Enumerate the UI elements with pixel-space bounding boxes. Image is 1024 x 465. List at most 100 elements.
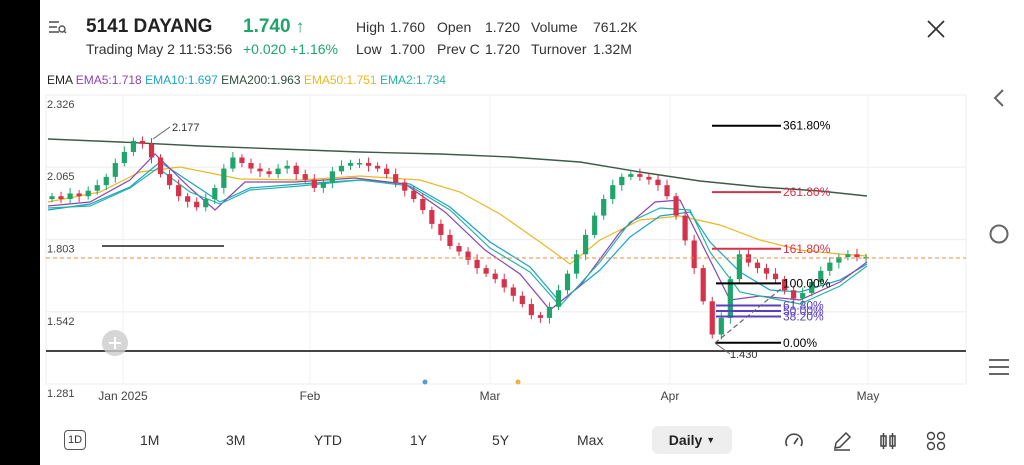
candle-body [510,287,516,296]
ema5-line [47,153,868,311]
candle-body [655,179,661,186]
trading-status: Trading May 2 11:53:56 [86,41,232,57]
menu-icon[interactable] [46,16,68,38]
candle-body [311,179,317,188]
candle-body [827,262,833,271]
candle-body [302,174,308,180]
candle-body [76,193,82,197]
fib-level-label: 61.80% [783,298,824,312]
candle-body [637,174,643,177]
x-tick-label: Feb [300,389,321,403]
interval-dropdown[interactable]: Daily ▼ [652,426,732,454]
fib-trend-line [714,287,783,344]
candle-body [365,163,372,166]
timestamp: May 2 11:53:56 [136,41,233,57]
tab-1d[interactable]: 1D [64,430,86,450]
gauge-icon[interactable] [783,430,805,452]
candle-body [754,262,761,269]
candle-body [49,196,55,199]
candle-body [429,210,435,224]
candle-body [664,185,670,197]
candle-body [736,254,742,280]
candle-body [818,270,824,282]
candle-body [94,185,100,191]
timeframe-bar: 1D 1M 3M YTD 1Y 5Y Max Daily ▼ [40,420,974,460]
candle-body [537,315,543,318]
low-label: 1.430 [730,349,758,361]
candle-body [185,196,191,202]
candle-body [564,273,571,291]
stat-open-label: Open [437,19,472,35]
stat-turnover-label: Turnover [531,41,587,57]
candle-body [166,174,173,186]
candle-body [157,157,164,175]
close-icon[interactable] [924,17,948,41]
candle-body [248,163,254,169]
event-dot[interactable] [515,379,521,385]
stat-high-value: 1.760 [390,19,426,35]
x-tick-label: May [857,389,880,403]
price-value: 1.740 [243,16,291,37]
candle-body [800,293,806,299]
candle-body [465,251,471,260]
add-drawing-button[interactable] [102,330,128,356]
candle-body [139,140,146,144]
candle-body [148,143,155,158]
ema2-line [47,167,868,307]
candle-body [239,157,245,164]
high-label: 2.177 [172,122,200,134]
ema-legend: EMA EMA5:1.718 EMA10:1.697 EMA200:1.963 … [47,73,446,87]
tab-3m[interactable]: 3M [226,432,246,448]
up-arrow-icon: ↑ [295,17,305,36]
last-price: 1.740 ↑ [243,16,304,38]
candle-body [583,234,589,255]
candle-body [791,290,797,299]
candle-body [727,279,733,318]
tab-1d-label: 1D [67,434,83,446]
circle-icon[interactable] [987,222,1011,246]
app-screen: 5141 DAYANG 1.740 ↑ Trading May 2 11:53:… [40,0,974,465]
ema200-legend: EMA200:1.963 [221,73,301,87]
event-dot[interactable] [422,379,428,385]
tab-max[interactable]: Max [577,432,604,448]
candle-body [691,240,697,269]
candle-body [194,201,200,208]
stat-volume-label: Volume [531,19,578,35]
candle-body [221,168,227,188]
candle-body [411,190,417,199]
stat-volume-value: 761.2K [593,19,638,35]
y-tick-label: 1.803 [47,244,75,256]
x-tick-label: Jan 2025 [98,389,148,403]
price-change: +0.020 +1.16% [243,41,338,57]
candle-body [284,165,290,169]
ema50-line [47,166,868,265]
candle-body [456,245,462,252]
candle-body [483,268,489,274]
price-chart[interactable]: 2.326 2.065 1.803 1.542 1.281 Jan 2025 Feb Mar… [40,92,974,408]
candle-body [492,273,498,280]
candle-body [601,198,607,216]
candlestick-icon[interactable] [877,430,899,452]
candle-body [782,279,788,291]
stat-low-label: Low [356,41,382,57]
tab-1m[interactable]: 1M [140,432,160,448]
fib-level-label: 38.20% [783,310,824,324]
y-tick-label: 2.326 [47,99,75,111]
candle-body [854,254,860,258]
candle-body [384,168,390,175]
grid-icon[interactable] [925,430,947,452]
pencil-icon[interactable] [831,430,853,452]
change-percent: +1.16% [290,41,338,57]
tab-5y[interactable]: 5Y [492,432,510,448]
stat-prevc-value: 1.720 [485,41,521,57]
candle-body [709,301,715,335]
candle-body [718,317,724,335]
status-text: Trading [86,41,133,57]
chevron-left-icon[interactable] [988,86,1010,110]
hamburger-icon[interactable] [987,356,1011,378]
candle-body [619,176,625,186]
tab-ytd[interactable]: YTD [314,432,342,448]
candle-body [393,174,399,183]
tab-1y[interactable]: 1Y [410,432,428,448]
change-value: +0.020 [243,41,287,57]
